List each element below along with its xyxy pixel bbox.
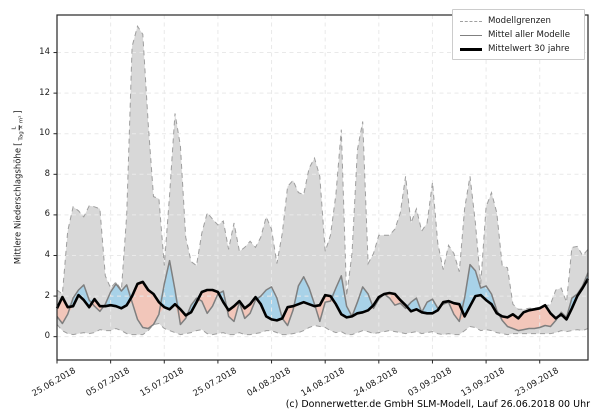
y-tick-label: 4	[44, 249, 50, 260]
y-tick-label: 10	[39, 128, 50, 139]
legend-label: Mittel aller Modelle	[488, 30, 571, 40]
legend-item-mittelwert-30-jahre: Mittelwert 30 jahre	[460, 42, 578, 56]
legend: Modellgrenzen Mittel aller Modelle Mitte…	[452, 9, 585, 60]
legend-item-mittel-aller-modelle: Mittel aller Modelle	[460, 28, 578, 42]
black-line-swatch-icon	[460, 47, 482, 51]
y-tick-label: 8	[44, 168, 50, 179]
unit-bracket-open: [	[14, 142, 24, 146]
legend-label: Mittelwert 30 jahre	[488, 44, 570, 54]
unit-bracket-close: ]	[14, 110, 24, 114]
dashed-line-swatch-icon	[460, 20, 482, 22]
legend-label: Modellgrenzen	[488, 16, 551, 26]
y-tick-label: 12	[39, 87, 50, 98]
envelope-min-line	[56, 322, 589, 336]
footer-credit: (c) Donnerwetter.de GmbH SLM-Modell, Lau…	[285, 399, 590, 410]
legend-item-modellgrenzen: Modellgrenzen	[460, 14, 578, 28]
plot-border	[56, 14, 589, 361]
gray-line-swatch-icon	[460, 34, 482, 36]
y-tick-label: 14	[39, 47, 50, 58]
y-axis-label-text: Mittlere Niederschlagshöhe	[14, 147, 24, 265]
y-tick-label: 2	[44, 290, 50, 301]
mean-30y-line	[55, 278, 590, 322]
y-tick-label: 6	[44, 209, 50, 220]
below-normal-area	[57, 278, 588, 331]
envelope-max-line	[56, 24, 589, 310]
y-tick-label: 0	[44, 331, 50, 342]
